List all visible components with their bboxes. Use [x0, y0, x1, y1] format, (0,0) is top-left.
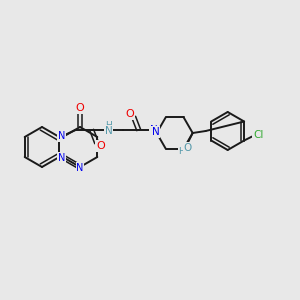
Text: O: O: [76, 103, 84, 113]
Text: O: O: [184, 143, 192, 153]
Text: O: O: [96, 141, 105, 151]
Text: H: H: [105, 121, 112, 130]
Text: H: H: [178, 148, 185, 157]
Text: N: N: [76, 163, 84, 173]
Text: O: O: [125, 109, 134, 119]
Text: N: N: [150, 125, 158, 135]
Text: N: N: [58, 153, 65, 163]
Text: N: N: [58, 131, 65, 141]
Text: Cl: Cl: [253, 130, 263, 140]
Text: N: N: [152, 127, 160, 137]
Text: N: N: [105, 126, 112, 136]
